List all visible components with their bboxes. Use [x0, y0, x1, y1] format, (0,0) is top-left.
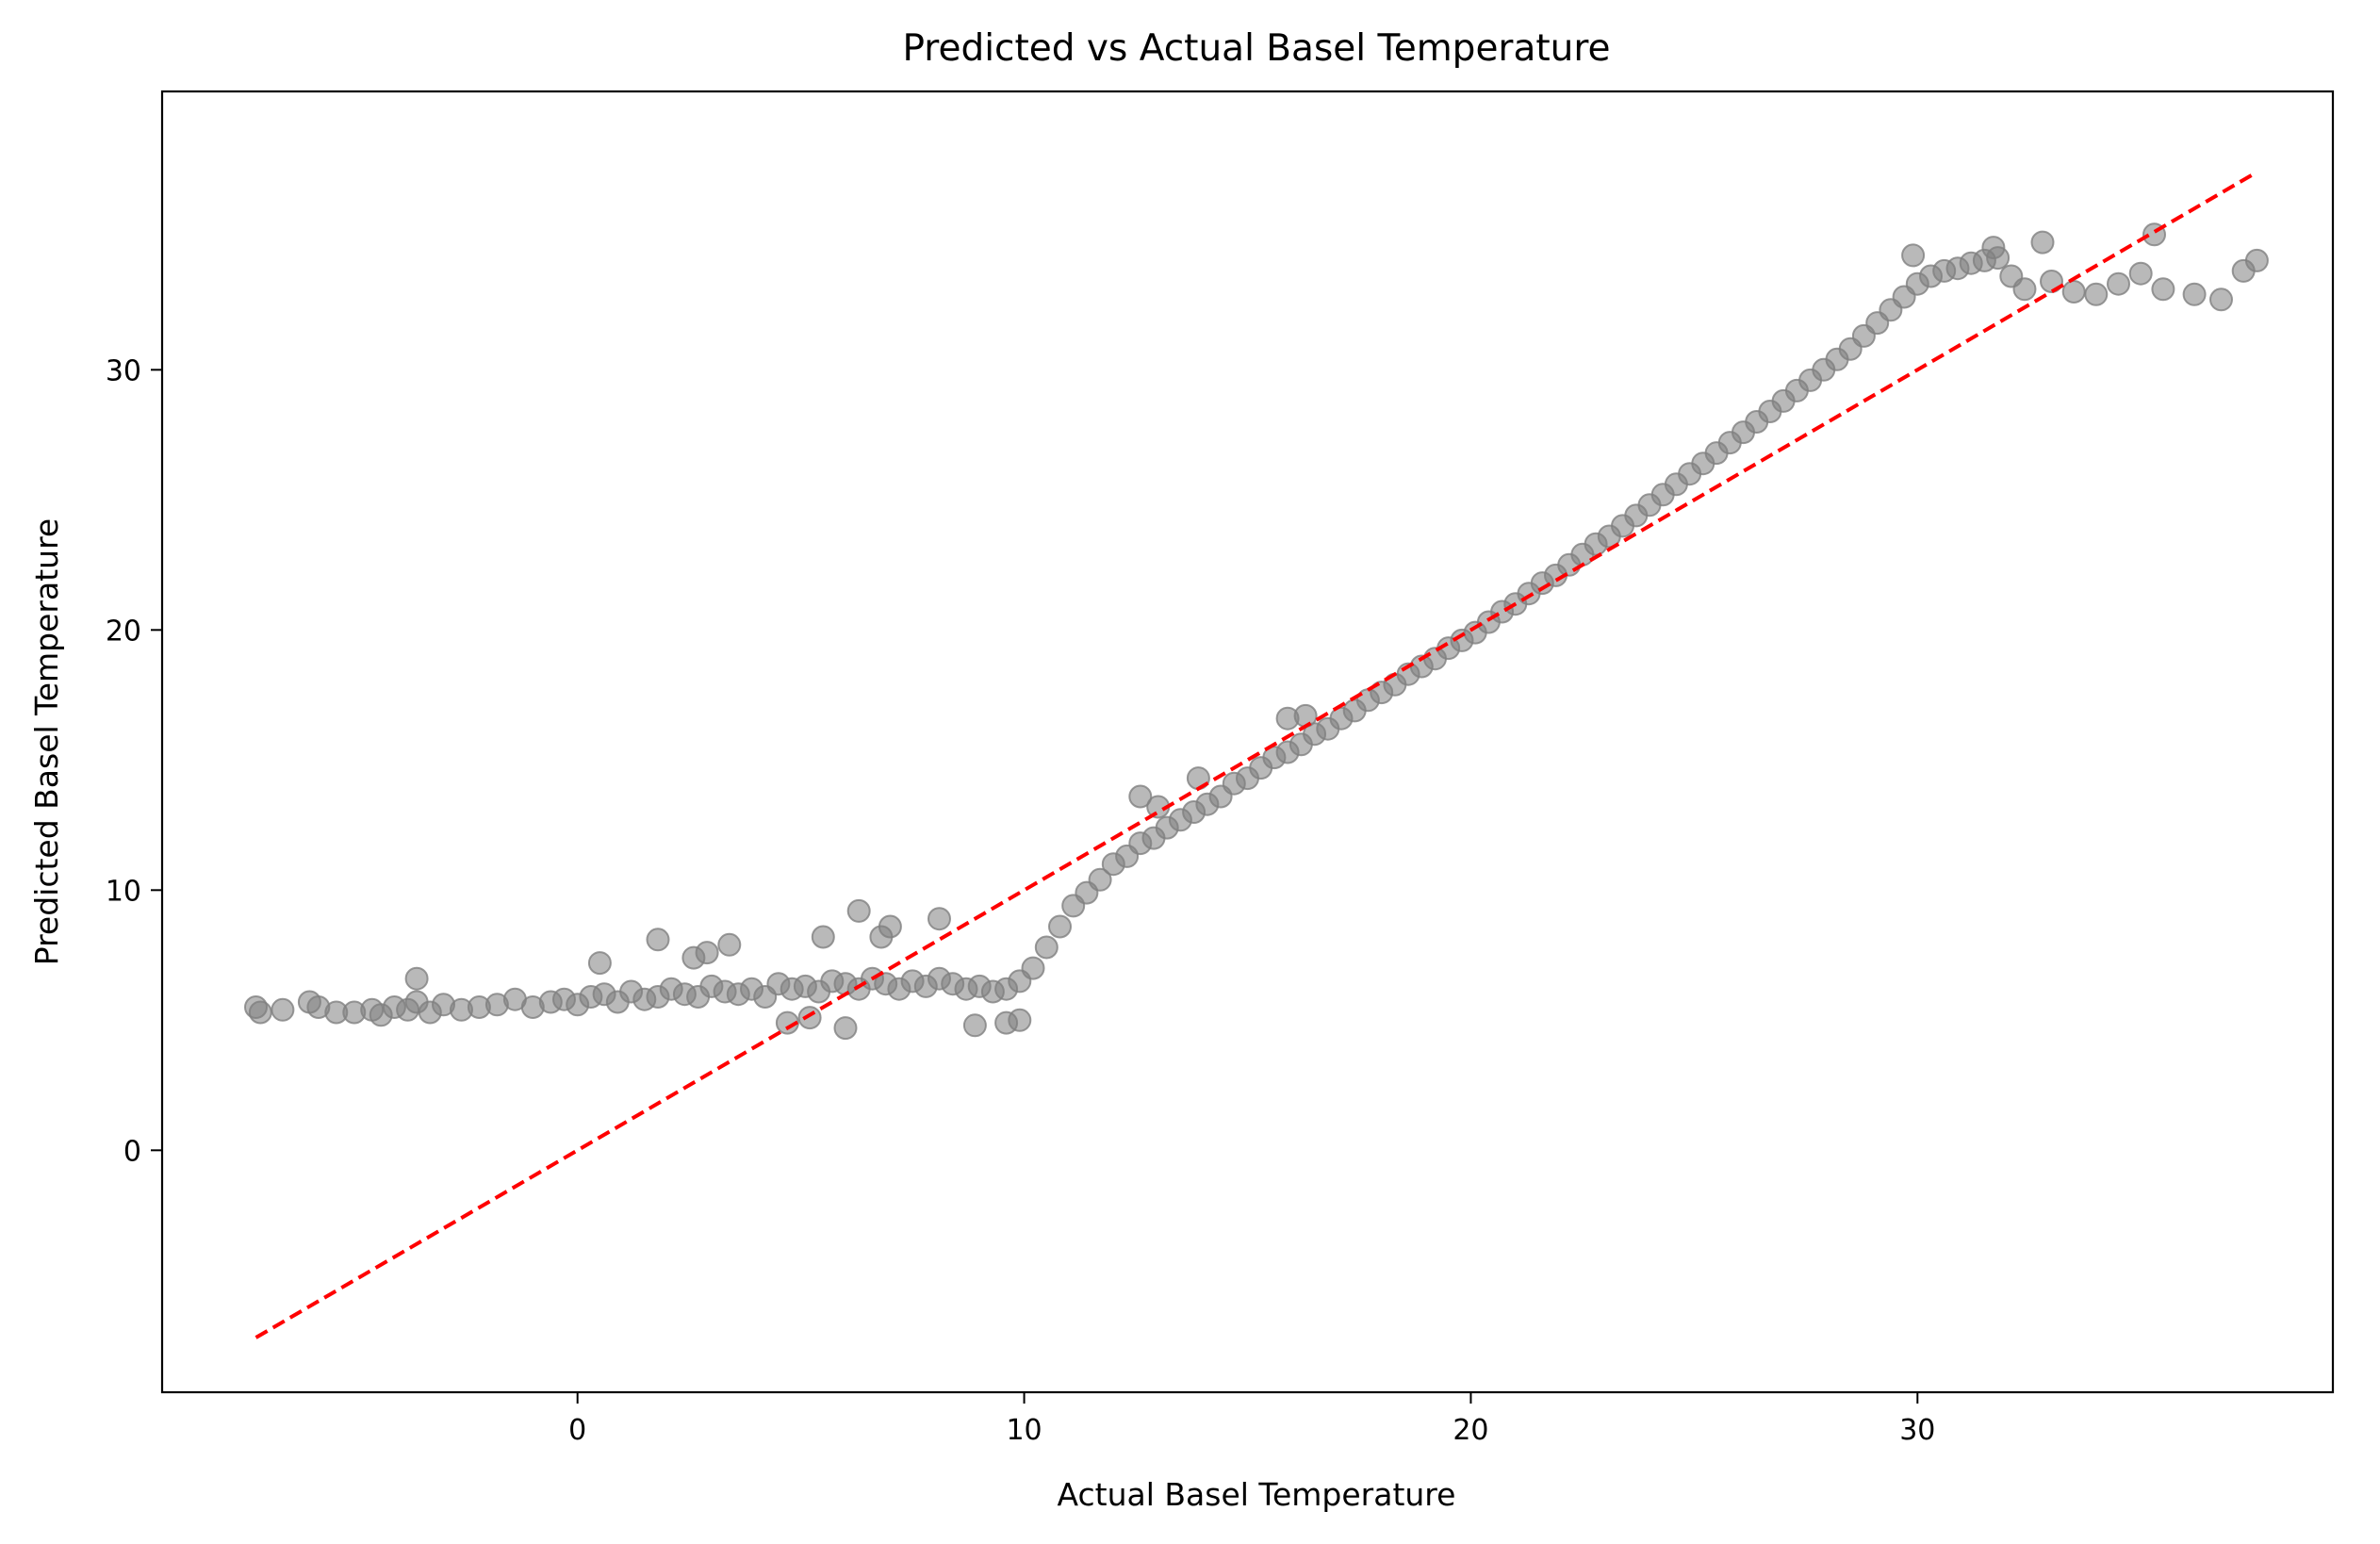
scatter-point [846, 898, 871, 923]
scatter-point [2151, 277, 2175, 302]
scatter-point [869, 925, 894, 949]
scatter-point [1981, 236, 2006, 260]
scatter-point [2244, 248, 2269, 272]
y-axis-label: Predicted Basel Temperature [28, 518, 65, 965]
x-tick-label: 30 [1899, 1414, 1935, 1447]
scatter-point [646, 928, 670, 952]
scatter-point [717, 932, 742, 957]
scatter-point [811, 925, 835, 949]
x-axis: 0 10 20 30 [568, 1392, 1935, 1447]
y-tick-label: 30 [106, 354, 141, 387]
x-tick-label: 10 [1006, 1414, 1042, 1447]
scatter-point [2030, 230, 2055, 255]
y-tick-label: 0 [123, 1135, 141, 1168]
scatter-point [587, 951, 612, 976]
scatter-point [2209, 287, 2233, 312]
plot-frame [160, 90, 2335, 1394]
y-tick-label: 10 [106, 875, 141, 908]
scatter-point [1021, 956, 1045, 980]
y-axis: 0 10 20 30 [106, 354, 162, 1168]
scatter-point [1088, 867, 1112, 892]
x-tick-label: 0 [568, 1414, 586, 1447]
x-tick-label: 20 [1453, 1414, 1488, 1447]
scatter-point [833, 1016, 858, 1041]
scatter-point [404, 966, 429, 991]
scatter-point [248, 1000, 272, 1025]
y-tick-label: 20 [106, 615, 141, 648]
scatter-point [797, 1006, 822, 1030]
scatter-point [1128, 784, 1153, 809]
scatter-point [927, 907, 951, 931]
chart-title: Predicted vs Actual Basel Temperature [902, 27, 1610, 70]
scatter-point [1008, 1008, 1032, 1032]
scatter-point [271, 997, 295, 1022]
scatter-point [962, 1013, 987, 1038]
scatter-point [2107, 271, 2130, 296]
scatter-point [2182, 282, 2207, 306]
scatter-point [695, 941, 719, 965]
reference-line [254, 170, 2258, 1339]
scatter-points [244, 222, 2269, 1041]
scatter-point [2128, 261, 2153, 286]
scatter-point [2061, 280, 2086, 304]
scatter-point [1901, 243, 1926, 268]
scatter-point [1293, 703, 1318, 728]
scatter-point [2012, 277, 2037, 302]
scatter-point [1034, 935, 1059, 960]
scatter-point [775, 1010, 799, 1035]
reference-line-layer [254, 170, 2258, 1339]
x-axis-label: Actual Basel Temperature [1058, 1476, 1456, 1513]
scatter-point [2084, 282, 2109, 306]
scatter-point [1048, 914, 1072, 939]
